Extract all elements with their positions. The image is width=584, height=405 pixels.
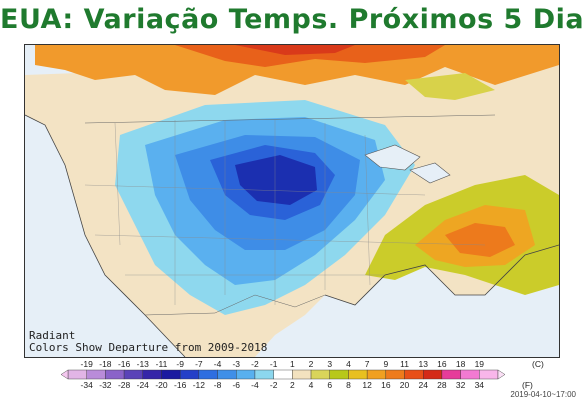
map-canvas [25,45,559,357]
scale-label: -13 [137,359,150,369]
scale-label: -18 [99,359,112,369]
fahrenheit-labels: -34 -32 -28 -24 -20 -16 -12 -8 -6 -4 -2 2 4 6 8 12 16 20 2… [81,380,485,390]
scale-label: -6 [232,380,240,390]
scale-label: -34 [81,380,94,390]
map-credit: Radiant Colors Show Departure from 2009-… [29,330,267,354]
color-swatch [366,369,387,380]
scale-label: -24 [137,380,150,390]
color-swatch [292,369,312,380]
scale-label: 28 [437,380,447,390]
scale-label: -9 [176,359,184,369]
color-scale: -19 -18 -16 -13 -11 -9 -7 -4 -3 -2 -1 1 2 3 4 7 9 11 13 16 1… [60,359,544,390]
scale-label: -28 [118,380,131,390]
scale-label: 4 [309,380,314,390]
scale-label: -3 [232,359,240,369]
color-swatch [161,369,181,380]
credit-line-2: Colors Show Departure from 2009-2018 [29,341,268,354]
scale-left-arrow [60,369,69,380]
scale-label: -11 [156,359,168,369]
color-swatch [236,369,256,380]
color-swatch [310,369,330,380]
color-swatch [479,369,499,380]
temperature-departure-map: Radiant Colors Show Departure from 2009-… [24,44,560,358]
scale-label: 12 [362,380,372,390]
color-swatch [142,369,162,380]
map-title: EUA: Variação Temps. Próximos 5 Dias [0,4,584,35]
celsius-labels: -19 -18 -16 -13 -11 -9 -7 -4 -3 -2 -1 1 2 3 4 7 9 11 13 16 1… [81,359,485,369]
color-swatch [67,369,87,380]
scale-label: -7 [195,359,203,369]
color-swatch [273,369,293,380]
color-swatch [86,369,106,380]
color-swatch [423,369,443,380]
scale-label: -32 [99,380,112,390]
color-swatch [179,369,200,380]
scale-label: 8 [346,380,351,390]
scale-label: -12 [193,380,206,390]
scale-label: 16 [381,380,391,390]
color-swatch [123,369,143,380]
timestamp: 2019-04-10~17:00 [510,390,576,399]
scale-label: 2 [290,380,295,390]
color-swatch [441,369,461,380]
scale-label: 20 [400,380,410,390]
scale-label: 32 [456,380,466,390]
scale-label: 34 [475,380,485,390]
color-swatch [348,369,368,380]
scale-label: -19 [81,359,94,369]
scale-label: -2 [251,359,259,369]
scale-right-arrow [497,369,506,380]
scale-label: 4 [346,359,351,369]
color-swatch [404,369,424,380]
scale-label: 11 [400,359,409,369]
scale-label: 9 [383,359,388,369]
scale-label: 2 [309,359,314,369]
credit-line-1: Radiant [29,329,76,342]
scale-label: -2 [270,380,278,390]
scale-label: -8 [214,380,222,390]
fahrenheit-unit: (F) [522,380,533,390]
color-swatch [105,369,125,380]
scale-label: 1 [290,359,295,369]
scale-label: -16 [174,380,187,390]
scale-label: -1 [270,359,278,369]
color-swatch [329,369,349,380]
scale-label: 16 [437,359,447,369]
scale-label: 7 [365,359,370,369]
color-swatch [460,369,480,380]
scale-label: 19 [475,359,485,369]
scale-label: 18 [456,359,466,369]
scale-label: -20 [155,380,168,390]
celsius-unit: (C) [532,359,544,369]
color-swatch [385,369,405,380]
scale-label: -4 [251,380,259,390]
scale-label: -4 [214,359,222,369]
scale-label: 24 [418,380,428,390]
scale-label: 13 [418,359,428,369]
color-swatch [198,369,218,380]
color-swatches [60,369,506,380]
color-swatch [217,369,237,380]
scale-label: -16 [118,359,131,369]
scale-label: 3 [327,359,332,369]
scale-label: 6 [327,380,332,390]
color-swatch [254,369,274,380]
